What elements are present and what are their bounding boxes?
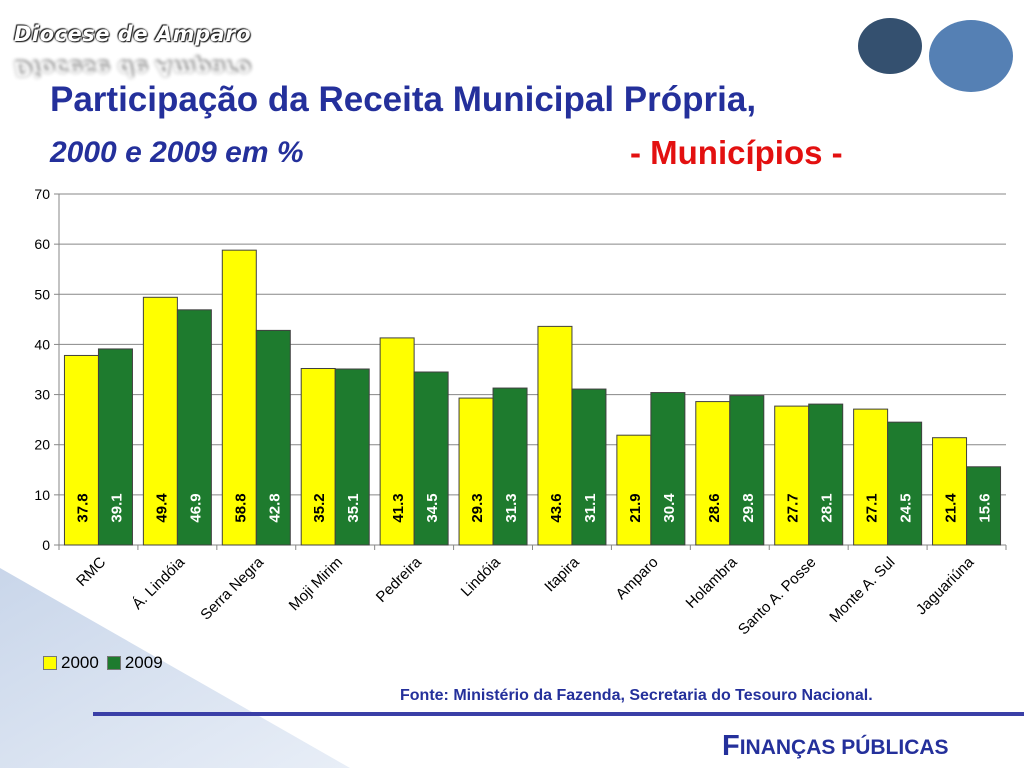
data-label-2000-8: 28.6 xyxy=(706,493,723,522)
bar-2009-2 xyxy=(255,329,291,546)
bar-2009-5 xyxy=(492,387,528,546)
data-label-2000-1: 49.4 xyxy=(153,493,170,523)
bar-2000-0 xyxy=(63,354,99,546)
x-tick-label: Holambra xyxy=(683,553,741,611)
bar-2009-1 xyxy=(176,309,212,546)
decorative-circle-dark xyxy=(858,18,922,74)
y-tick-label: 20 xyxy=(34,437,50,453)
legend-swatch-2000 xyxy=(43,656,57,670)
x-tick-label: Monte A. Sul xyxy=(826,554,898,626)
bar-2000-5 xyxy=(458,397,494,546)
bar-2000-9 xyxy=(774,405,810,546)
data-label-2009-0: 39.1 xyxy=(108,493,125,522)
data-label-2009-4: 34.5 xyxy=(424,493,441,522)
x-tick-label: Serra Negra xyxy=(197,553,267,623)
bar-2009-4 xyxy=(413,371,449,546)
bar-2000-7 xyxy=(616,434,652,546)
page-title: Participação da Receita Municipal Própri… xyxy=(50,80,757,119)
data-label-2000-5: 29.3 xyxy=(469,493,486,522)
source-note: Fonte: Ministério da Fazenda, Secretaria… xyxy=(400,687,873,704)
legend-swatch-2009 xyxy=(106,656,121,670)
x-tick-label: Itapira xyxy=(541,553,583,595)
legend-label-2009: 2009 xyxy=(124,653,163,672)
chart-legend: 2000 2009 xyxy=(43,653,171,673)
legend-item-2009: 2009 xyxy=(106,653,163,673)
data-label-2000-9: 27.7 xyxy=(785,493,802,522)
data-label-2009-2: 42.8 xyxy=(266,493,283,522)
data-label-2009-5: 31.3 xyxy=(503,493,520,522)
data-label-2000-3: 35.2 xyxy=(311,493,328,522)
footer-rule xyxy=(93,712,1024,716)
footer-brand-initial: F xyxy=(722,730,740,762)
data-label-2009-7: 30.4 xyxy=(661,493,678,523)
y-tick-label: 70 xyxy=(34,186,50,202)
data-label-2009-6: 31.1 xyxy=(582,493,599,522)
decorative-circle-light xyxy=(929,20,1013,92)
data-label-2009-9: 28.1 xyxy=(819,493,836,522)
footer-brand: F INANÇAS PÚBLICAS xyxy=(722,730,949,762)
x-tick-label: Santo A. Posse xyxy=(735,554,820,639)
bar-2000-11 xyxy=(932,437,968,546)
y-tick-label: 60 xyxy=(34,236,50,252)
bar-2009-7 xyxy=(650,392,686,546)
bar-2009-6 xyxy=(571,388,607,546)
data-label-2000-7: 21.9 xyxy=(627,493,644,522)
y-tick-label: 0 xyxy=(42,537,50,553)
data-label-2009-11: 15.6 xyxy=(977,493,994,522)
y-tick-label: 30 xyxy=(34,387,50,403)
data-label-2009-1: 46.9 xyxy=(187,493,204,522)
y-tick-label: 40 xyxy=(34,336,50,352)
data-label-2000-0: 37.8 xyxy=(74,493,91,522)
x-tick-label: Moji Mirim xyxy=(286,554,346,614)
bar-2000-8 xyxy=(695,401,731,546)
bar-2000-1 xyxy=(142,296,178,546)
footer-brand-rest: INANÇAS PÚBLICAS xyxy=(739,736,949,759)
x-tick-label: Pedreira xyxy=(373,553,426,606)
bar-2009-10 xyxy=(887,421,923,546)
page-subtitle: 2000 e 2009 em % xyxy=(50,136,304,169)
x-tick-label: Á. Lindóia xyxy=(129,553,189,613)
bar-2009-0 xyxy=(97,348,133,546)
data-label-2009-8: 29.8 xyxy=(740,493,757,522)
legend-item-2000: 2000 xyxy=(43,653,99,673)
bar-2009-9 xyxy=(808,403,844,546)
data-label-2000-4: 41.3 xyxy=(390,493,407,522)
bar-2000-10 xyxy=(853,408,889,546)
bar-2009-3 xyxy=(334,368,370,546)
page-tag: - Municípios - xyxy=(630,134,843,171)
legend-label-2000: 2000 xyxy=(61,653,99,672)
data-label-2009-3: 35.1 xyxy=(345,493,362,522)
bar-2000-2 xyxy=(221,249,257,546)
x-tick-label: RMC xyxy=(73,554,109,590)
brand-logo-text: Diocese de Amparo xyxy=(14,22,252,46)
bar-2000-4 xyxy=(379,337,415,546)
data-label-2000-2: 58.8 xyxy=(232,493,249,522)
x-tick-label: Amparo xyxy=(613,554,662,603)
y-tick-label: 50 xyxy=(34,286,50,302)
data-label-2009-10: 24.5 xyxy=(898,493,915,522)
data-label-2000-6: 43.6 xyxy=(548,493,565,522)
data-label-2000-10: 27.1 xyxy=(864,493,881,522)
bar-2000-3 xyxy=(300,367,336,546)
bar-2009-8 xyxy=(729,395,765,546)
bar-2009-11 xyxy=(966,466,1002,546)
brand-logo-reflection: Diocese de Amparo xyxy=(14,56,252,80)
x-tick-label: Lindóia xyxy=(458,553,505,600)
data-label-2000-11: 21.4 xyxy=(943,493,960,523)
x-tick-label: Jaguariúna xyxy=(913,553,978,618)
bar-chart: 0 10 20 30 40 50 60 70 37.8 39.1 RMC 49.4 46.9 Á. Lin… xyxy=(34,186,1007,639)
bar-2000-6 xyxy=(537,325,573,546)
y-tick-label: 10 xyxy=(34,487,50,503)
